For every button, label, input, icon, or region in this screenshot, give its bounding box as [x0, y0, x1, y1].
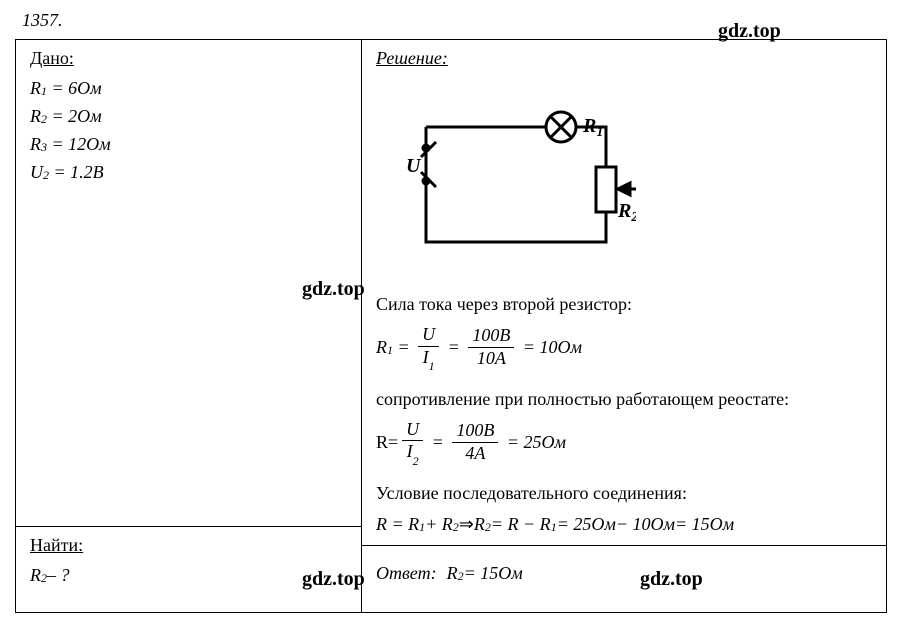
- solution-header: Решение:: [376, 48, 876, 69]
- solution-text-3: Условие последовательного соединения:: [376, 483, 876, 504]
- right-column: Решение: U: [362, 40, 886, 612]
- find-header: Найти:: [30, 535, 351, 556]
- solution-text-1: Сила тока через второй резистор:: [376, 294, 876, 315]
- answer-block: Ответ: R2 = 15Ом: [362, 545, 886, 604]
- watermark: gdz.top: [302, 278, 365, 301]
- solution-eq-1: R1 = UI1 = 100В10А = 10Ом: [376, 325, 876, 371]
- svg-text:U: U: [406, 155, 422, 177]
- circuit-diagram: U R1 R2: [396, 77, 876, 282]
- given-r2: R2 = 2Ом: [30, 107, 351, 125]
- answer-label: Ответ:: [376, 563, 437, 583]
- solution-table: Дано: R1 = 6Ом R2 = 2Ом R3 = 12Ом U2 = 1…: [15, 39, 887, 613]
- solution-eq-3: R = R1 + R2 ⇒ R2 = R − R1 = 25Ом − 10Ом …: [376, 514, 876, 535]
- given-u2: U2 = 1.2В: [30, 163, 351, 181]
- svg-text:R2: R2: [617, 200, 636, 225]
- given-r1: R1 = 6Ом: [30, 79, 351, 97]
- svg-text:R1: R1: [582, 115, 603, 140]
- solution-text-2: сопротивление при полностью работающем р…: [376, 389, 876, 410]
- solution-eq-2: R= UI2 = 100В4А = 25Ом: [376, 420, 876, 466]
- left-column: Дано: R1 = 6Ом R2 = 2Ом R3 = 12Ом U2 = 1…: [16, 40, 362, 612]
- given-header: Дано:: [30, 48, 351, 69]
- watermark: gdz.top: [302, 568, 365, 591]
- given-r3: R3 = 12Ом: [30, 135, 351, 153]
